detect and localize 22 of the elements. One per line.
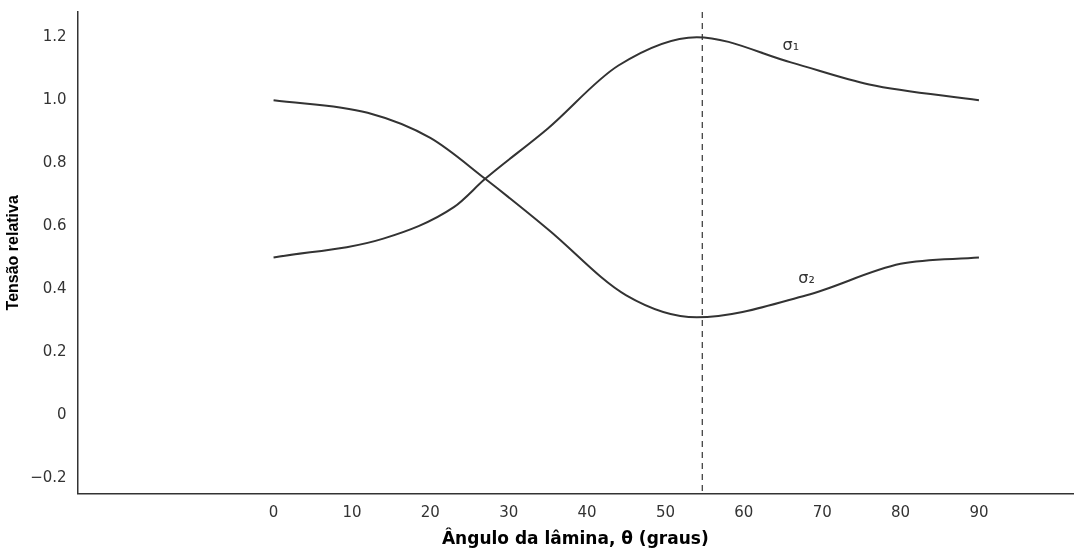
y-tick-label: 1.0 [42, 90, 67, 109]
x-tick-label: 60 [734, 503, 754, 522]
y-tick-label: 0.6 [42, 215, 67, 234]
x-tick-label: 70 [812, 503, 832, 522]
series-label: σ₁ [782, 35, 800, 55]
y-tick-label: 0.4 [42, 278, 67, 297]
x-tick-label: 10 [342, 503, 362, 522]
x-tick-label: 90 [969, 503, 989, 522]
y-tick-label: 0.2 [42, 341, 67, 360]
y-tick-label: −0.2 [30, 467, 67, 486]
x-tick-label: 50 [655, 503, 675, 522]
y-tick-label: 1.2 [42, 27, 67, 46]
x-axis-title: Ângulo da lâmina, θ (graus) [441, 527, 709, 549]
y-axis-title: Tensão relativa [4, 195, 22, 311]
x-tick-label: 80 [891, 503, 911, 522]
x-tick-label: 20 [420, 503, 440, 522]
series-label: σ₂ [798, 268, 815, 288]
x-tick-label: 0 [268, 503, 279, 522]
y-tick-label: 0 [57, 404, 67, 423]
y-tick-label: 0.8 [42, 152, 67, 171]
x-tick-label: 40 [577, 503, 597, 522]
x-tick-label: 30 [499, 503, 519, 522]
